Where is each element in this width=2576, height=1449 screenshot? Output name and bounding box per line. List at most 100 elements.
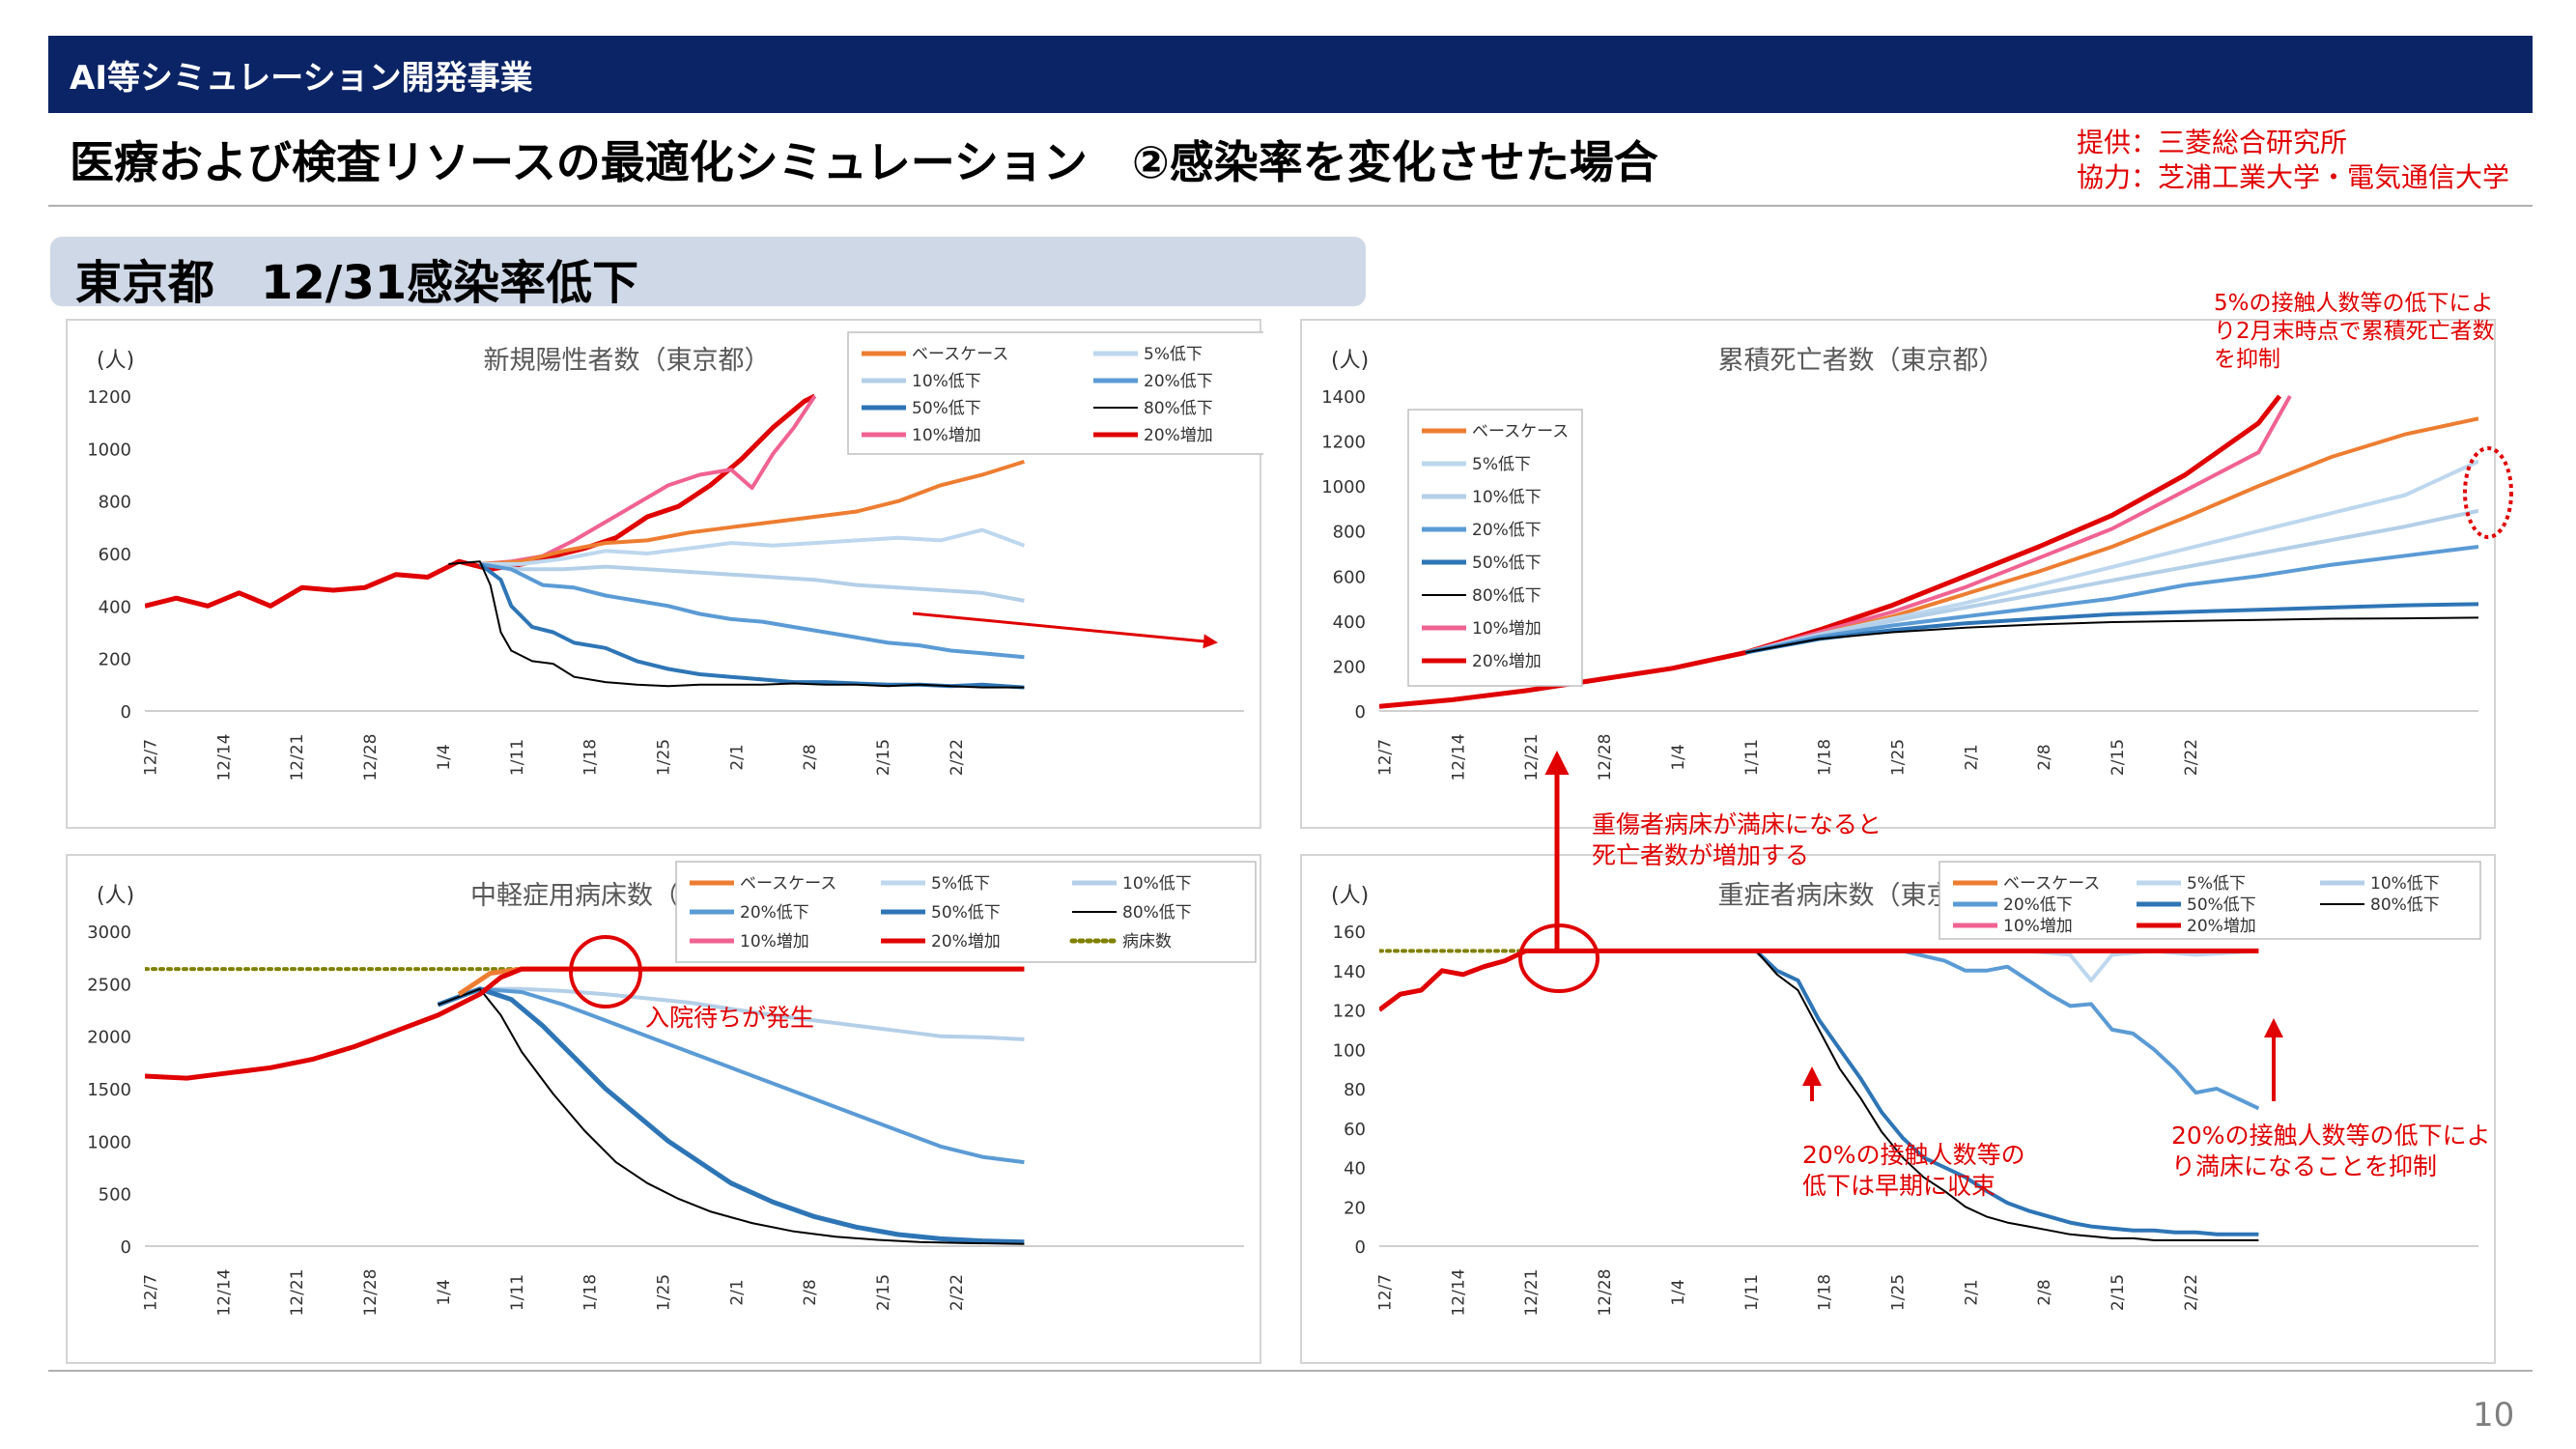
- y-axis-label: (人): [1331, 349, 1369, 373]
- x-tick-label: 1/18: [1816, 739, 1835, 776]
- series-line-d80: [1745, 616, 2478, 654]
- y-tick-label: 400: [99, 597, 131, 617]
- x-tick-label: 2/15: [2109, 739, 2128, 776]
- legend-label: ベースケース: [2003, 874, 2100, 894]
- legend-label: 50%低下: [2187, 895, 2256, 915]
- x-tick-label: 1/18: [581, 1274, 601, 1311]
- chart-svg-1: 累積死亡者数（東京都） (人) 0 200 400 600 800 1000 1200 1400 1…: [1321, 346, 2478, 781]
- series-line-d10: [437, 986, 1025, 1041]
- legend-label: 50%低下: [931, 903, 1001, 923]
- page-title: 医療および検査リソースの最適化シミュレーション ②感染率を変化させた場合: [70, 136, 1658, 188]
- y-tick-label: 100: [1333, 1040, 1366, 1061]
- chart-svg-0: 新規陽性者数（東京都） (人) 0 200 400 600 800 1000 1200 12/7 1…: [87, 331, 1263, 781]
- y-tick-label: 600: [99, 545, 131, 565]
- series-line-d20: [479, 561, 1025, 660]
- x-tick-label: 12/7: [1375, 739, 1395, 776]
- y-tick-label: 1400: [1321, 387, 1366, 408]
- y-tick-label: 600: [1333, 567, 1366, 587]
- x-tick-label: 2/22: [948, 739, 967, 776]
- divider-bottom: [48, 1370, 2533, 1372]
- y-tick-label: 400: [1333, 612, 1366, 633]
- x-tick-label: 1/25: [1888, 739, 1908, 776]
- x-tick-label: 2/22: [2182, 739, 2201, 776]
- legend: ベースケース 5%低下 10%低下 20%低下 50%低下 80%低下 10%増加 20%増加: [847, 331, 1263, 455]
- chart-svg-2: 中軽症用病床数（東京都）(人)0500100015002000250030001…: [87, 861, 1257, 1317]
- x-tick-label: 2/8: [2035, 1279, 2054, 1305]
- y-tick-label: 2500: [87, 975, 131, 995]
- legend: ベースケース 5%低下 10%低下 20%低下 50%低下 80%低下 10%増加 20%増加: [1407, 409, 1583, 687]
- category-bar: AI等シミュレーション開発事業: [48, 36, 2533, 113]
- legend-label: 10%増加: [912, 426, 981, 445]
- x-tick-label: 12/21: [1522, 734, 1542, 781]
- legend-label: 80%低下: [2370, 895, 2440, 915]
- x-tick-label: 12/28: [361, 1269, 381, 1317]
- legend-label: 10%低下: [2370, 874, 2440, 894]
- x-tick-label: 2/8: [801, 744, 820, 770]
- x-tick-label: 12/21: [1522, 1269, 1542, 1317]
- x-tick-label: 2/22: [948, 1274, 967, 1311]
- y-tick-label: 1200: [1321, 433, 1366, 453]
- legend-label: 20%低下: [1144, 372, 1213, 391]
- x-tick-label: 12/14: [214, 1269, 234, 1317]
- x-tick-label: 2/15: [874, 1274, 893, 1311]
- annotation-deaths-note: 5%の接触人数等の低下によ り2月末時点で累積死亡者数 を抑制: [2214, 291, 2495, 372]
- x-tick-label: 2/8: [801, 1279, 820, 1305]
- legend-label: 80%低下: [1472, 586, 1542, 606]
- legend-label: ベースケース: [1472, 422, 1569, 441]
- legend-label: 50%低下: [912, 399, 981, 418]
- y-tick-label: 1000: [87, 1132, 131, 1152]
- chart-title: 累積死亡者数（東京都）: [1718, 346, 2005, 376]
- x-tick-label: 1/11: [508, 739, 527, 776]
- x-tick-label: 1/25: [654, 739, 673, 776]
- legend-label: 20%低下: [2003, 895, 2073, 915]
- series-line-base: [479, 459, 1025, 566]
- legend-label: 20%低下: [1472, 521, 1542, 540]
- x-tick-label: 1/11: [508, 1274, 527, 1311]
- series-line-d20: [437, 986, 1025, 1165]
- credit-provider: 提供：三菱総合研究所: [2077, 127, 2348, 158]
- legend-label: 5%低下: [1472, 455, 1531, 474]
- y-tick-label: 2000: [87, 1028, 131, 1048]
- chart-title: 新規陽性者数（東京都）: [484, 346, 771, 376]
- series-line-d20: [1839, 949, 2260, 1111]
- legend-label: ベースケース: [912, 345, 1008, 364]
- legend-label: 50%低下: [1472, 554, 1542, 573]
- x-tick-label: 12/21: [288, 1269, 307, 1317]
- y-tick-label: 800: [1333, 523, 1366, 543]
- series-line-d80: [1755, 950, 2259, 1241]
- legend-label: ベースケース: [740, 874, 836, 894]
- series-line-i20: [145, 966, 1025, 1081]
- y-tick-label: 500: [99, 1185, 131, 1206]
- x-tick-label: 12/7: [1375, 1274, 1395, 1311]
- series-line-i20: [145, 393, 816, 609]
- legend-label: 5%低下: [1144, 345, 1203, 364]
- credit-cooperation: 協力：芝浦工業大学・電気通信大学: [2077, 161, 2510, 193]
- legend-label: 10%増加: [1472, 619, 1542, 639]
- legend: ベースケース 5%低下 10%低下 20%低下 50%低下 80%低下 10%増加 20%増加: [1939, 861, 2481, 940]
- series-line-d50: [1744, 602, 2478, 655]
- y-tick-label: 0: [1355, 1237, 1366, 1258]
- legend-label: 20%増加: [2187, 917, 2256, 936]
- y-axis-label: (人): [1331, 884, 1369, 908]
- series-line-d80: [448, 560, 1025, 689]
- y-tick-label: 20: [1344, 1198, 1366, 1218]
- x-tick-label: 12/7: [141, 1274, 160, 1311]
- y-tick-label: 200: [99, 650, 131, 670]
- y-tick-label: 1200: [87, 387, 131, 408]
- x-tick-label: 1/4: [1669, 744, 1688, 770]
- x-tick-label: 1/18: [1816, 1274, 1835, 1311]
- legend-label: 80%低下: [1122, 903, 1192, 923]
- series-line-d10: [479, 561, 1025, 603]
- legend-label: 10%低下: [912, 372, 981, 391]
- annotation-severe-5: 20%の接触人数等の低下によ り満床になることを抑制: [2171, 1122, 2491, 1180]
- y-tick-label: 80: [1344, 1080, 1366, 1100]
- legend-label: 80%低下: [1144, 399, 1213, 418]
- legend-label: 10%増加: [2003, 917, 2073, 936]
- y-tick-label: 1500: [87, 1080, 131, 1100]
- legend-label: 5%低下: [931, 874, 990, 894]
- series-line-i20: [1379, 394, 2282, 709]
- y-tick-label: 1000: [87, 440, 131, 460]
- annotation-severe-full: 重傷者病床が満床になると 死亡者数が増加する: [1592, 810, 1882, 869]
- chart-cumulative-deaths: 累積死亡者数（東京都） (人) 0 200 400 600 800 1000 1200 1400 1…: [1300, 319, 2496, 829]
